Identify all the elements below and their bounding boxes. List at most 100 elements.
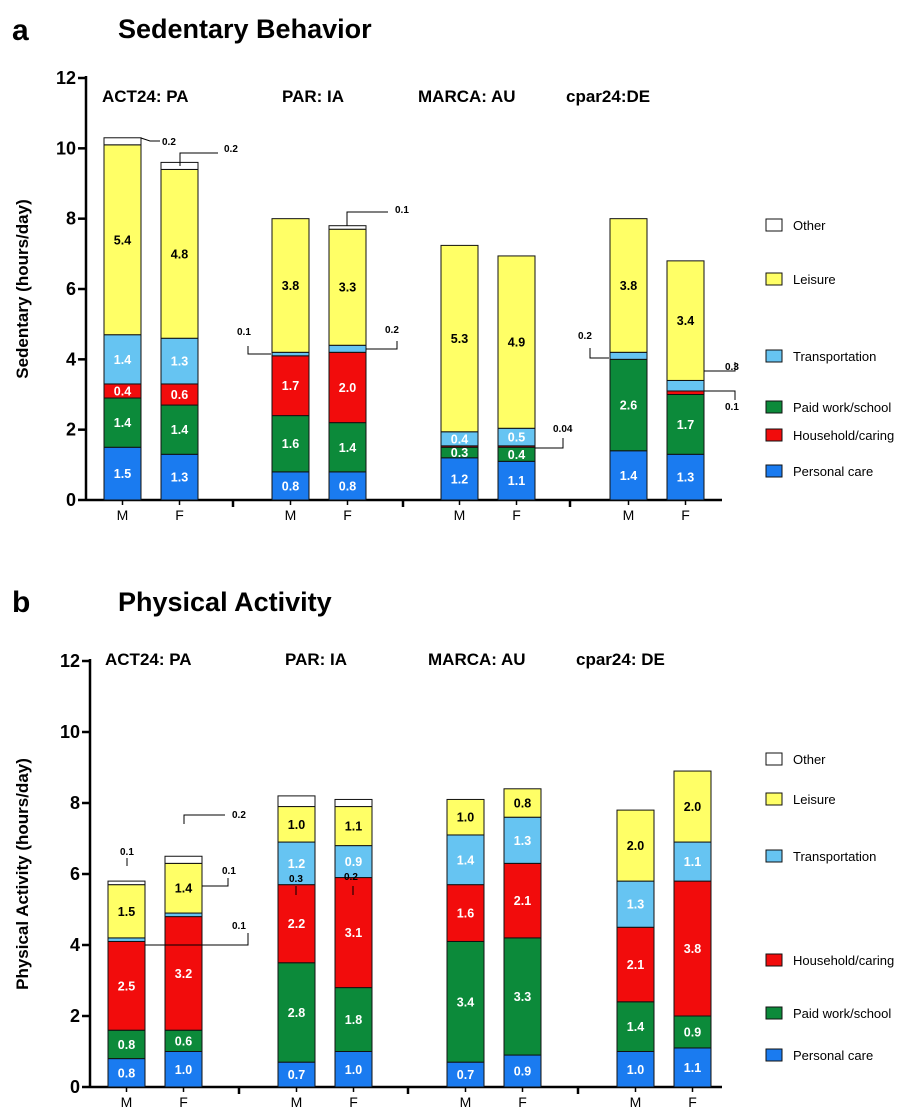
- data-label: 3.4: [457, 995, 474, 1009]
- callout-leader: [183, 814, 225, 824]
- bar-segment-personal-care: [334, 1051, 373, 1088]
- bar-segment-other: [334, 798, 373, 808]
- bar-segment-household-caring: [164, 916, 203, 1031]
- bar-segment-transportation: [666, 379, 705, 392]
- legend-label-household-caring: Household/caring: [793, 428, 894, 443]
- x-tick-label: F: [179, 1094, 188, 1110]
- data-label: 1.6: [282, 437, 299, 451]
- data-label: 1.3: [171, 471, 188, 485]
- data-label: 1.5: [118, 905, 135, 919]
- y-tick-label: 0: [70, 1077, 80, 1097]
- legend-swatch-leisure: [765, 792, 783, 806]
- bar-segment-leisure: [446, 798, 485, 836]
- legend-swatch-other: [765, 752, 783, 766]
- group-label-par-ia: PAR: IA: [285, 650, 347, 669]
- data-label: 2.6: [620, 399, 637, 413]
- callout-label: 0.04: [553, 424, 573, 435]
- bar-segment-household-caring: [334, 877, 373, 989]
- bar-segment-personal-care: [503, 1054, 542, 1088]
- data-label: 3.1: [345, 926, 362, 940]
- data-label: 1.4: [114, 353, 131, 367]
- data-label: 1.7: [282, 379, 299, 393]
- callout-label: 0.1: [395, 205, 409, 216]
- data-label: 2.8: [288, 1006, 305, 1020]
- data-label: 2.0: [339, 381, 356, 395]
- bar-segment-other: [328, 225, 367, 230]
- x-tick-label: M: [454, 507, 466, 523]
- data-label: 0.3: [451, 446, 468, 460]
- bar-segment-personal-care: [666, 453, 705, 501]
- y-tick-label: 12: [56, 68, 76, 88]
- bar-segment-household-caring: [271, 355, 310, 417]
- data-label: 1.3: [171, 355, 188, 369]
- legend-label-leisure: Leisure: [793, 272, 836, 287]
- legend-label-personal-care: Personal care: [793, 464, 873, 479]
- y-tick-label: 12: [60, 651, 80, 671]
- callout-label: 0.1: [120, 847, 134, 858]
- data-label: 3.8: [684, 942, 701, 956]
- y-axis-label: Physical Activity (hours/day): [13, 758, 32, 990]
- data-label: 3.8: [282, 279, 299, 293]
- callout-leader: [704, 362, 736, 372]
- data-label: 3.4: [677, 314, 694, 328]
- data-label: 1.0: [288, 818, 305, 832]
- callout-label: 0.2: [232, 810, 246, 821]
- data-label: 0.7: [457, 1068, 474, 1082]
- bar-segment-other: [164, 855, 203, 864]
- group-label-act24-pa: ACT24: PA: [102, 87, 189, 106]
- data-label: 1.0: [627, 1063, 644, 1077]
- bar-segment-leisure: [277, 806, 316, 843]
- data-label: 1.4: [620, 469, 637, 483]
- legend-swatch-paid-work-school: [765, 400, 783, 414]
- panel-b: b Physical Activity Physical Activity (hou…: [12, 586, 894, 1110]
- bar-segment-personal-care: [277, 1061, 316, 1088]
- bar-segment-paid-work-school: [334, 987, 373, 1052]
- legend-label-paid-work-school: Paid work/school: [793, 1006, 891, 1021]
- data-label: 1.3: [627, 898, 644, 912]
- data-label: 0.9: [684, 1025, 701, 1039]
- data-label: 0.8: [118, 1066, 135, 1080]
- bar-segment-leisure: [334, 806, 373, 847]
- callout-leader: [179, 152, 218, 166]
- callout-label: 0.3: [725, 362, 739, 373]
- y-tick-label: 2: [70, 1006, 80, 1026]
- x-tick-label: F: [688, 1094, 697, 1110]
- data-label: 5.3: [451, 332, 468, 346]
- bar-segment-paid-work-school: [328, 422, 367, 473]
- bar-segment-leisure: [503, 788, 542, 818]
- callout-label: 0.2: [162, 137, 176, 148]
- data-label: 1.4: [175, 882, 192, 896]
- x-tick-label: F: [681, 507, 690, 523]
- bar-segment-personal-care: [609, 450, 648, 501]
- bar-segment-household-caring: [277, 884, 316, 964]
- bar-segment-transportation: [616, 880, 655, 928]
- legend-swatch-other: [765, 218, 783, 232]
- data-label: 0.9: [514, 1065, 531, 1079]
- data-label: 0.6: [175, 1034, 192, 1048]
- bar-segment-personal-care: [103, 446, 142, 501]
- bar-segment-transportation: [446, 834, 485, 886]
- data-label: 1.7: [677, 418, 694, 432]
- bar-segment-transportation: [103, 334, 142, 385]
- bar-segment-transportation: [609, 351, 648, 360]
- callout-leader: [247, 346, 271, 355]
- bar-segment-paid-work-school: [609, 358, 648, 452]
- data-label: 1.0: [457, 811, 474, 825]
- legend-swatch-transportation: [765, 349, 783, 363]
- group-label-act24-pa: ACT24: PA: [105, 650, 192, 669]
- bar-segment-transportation: [673, 841, 712, 882]
- legend-swatch-paid-work-school: [765, 1006, 783, 1020]
- y-tick-label: 6: [70, 864, 80, 884]
- bar-segment-personal-care: [107, 1058, 146, 1088]
- chart-title: Physical Activity: [118, 587, 332, 617]
- callout-label: 0.2: [385, 325, 399, 336]
- callout-label: 0.1: [232, 921, 246, 932]
- callout-leader: [140, 137, 160, 142]
- legend-label-leisure: Leisure: [793, 792, 836, 807]
- x-tick-label: M: [285, 507, 297, 523]
- data-label: 1.3: [677, 471, 694, 485]
- bar-segment-personal-care: [616, 1051, 655, 1088]
- data-label: 0.8: [514, 797, 531, 811]
- panel-a: a Sedentary Behavior Sedentary (hours/day)…: [12, 14, 894, 523]
